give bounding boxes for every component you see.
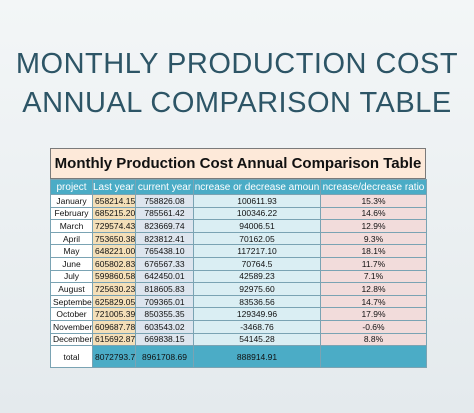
table-cell: 753650.38 xyxy=(92,231,136,246)
table-row: December 615692.87 669838.15 54145.28 8.8% xyxy=(50,332,427,347)
table-row: June 605802.83 676567.33 70764.5 11.7% xyxy=(50,256,427,271)
table-cell: 14.6% xyxy=(320,206,427,221)
table-cell: 823812.41 xyxy=(135,231,194,246)
table-cell: 850355.35 xyxy=(135,307,194,321)
total-cell: 8961708.69 xyxy=(135,345,194,369)
column-header: ncrease/decrease ratio xyxy=(320,179,427,195)
table-cell: 658214.15 xyxy=(92,194,136,208)
table-cell: 92975.60 xyxy=(193,282,321,296)
table-cell: 9.3% xyxy=(320,231,427,246)
table-cell: 615692.87 xyxy=(92,332,136,347)
table-cell: 648221.00 xyxy=(92,244,136,258)
table-cell: 15.3% xyxy=(320,194,427,208)
table-row: project Last year current year ncrease or d… xyxy=(50,179,427,195)
table-title: Monthly Production Cost Annual Compariso… xyxy=(50,148,426,179)
table-cell: March xyxy=(50,219,93,233)
table-cell: 721005.39 xyxy=(92,307,136,321)
table-cell: 117217.10 xyxy=(193,244,321,258)
column-header: current year xyxy=(135,179,194,195)
total-cell: total xyxy=(50,345,93,369)
table-cell: 758826.08 xyxy=(135,194,194,208)
column-header: Last year xyxy=(92,179,136,195)
table-cell: September xyxy=(50,294,93,309)
table-cell: 823669.74 xyxy=(135,219,194,233)
table-cell: 83536.56 xyxy=(193,294,321,309)
table-cell: 685215.20 xyxy=(92,206,136,221)
table-cell: 725630.23 xyxy=(92,282,136,296)
spreadsheet: Monthly Production Cost Annual Compariso… xyxy=(50,148,427,369)
table-row: July 599860.58 642450.01 42589.23 7.1% xyxy=(50,269,427,284)
table-cell: 100346.22 xyxy=(193,206,321,221)
table-cell: 8.8% xyxy=(320,332,427,347)
table-cell: 609687.78 xyxy=(92,319,136,334)
column-header: ncrease or decrease amoun xyxy=(193,179,321,195)
total-cell: 8072793.78 xyxy=(92,345,136,369)
table-cell: 599860.58 xyxy=(92,269,136,284)
table-cell: December xyxy=(50,332,93,347)
table-cell: January xyxy=(50,194,93,208)
table-cell: 605802.83 xyxy=(92,256,136,271)
table-cell: 54145.28 xyxy=(193,332,321,347)
table-cell: 625829.05 xyxy=(92,294,136,309)
table-cell: November xyxy=(50,319,93,334)
table-cell: April xyxy=(50,231,93,246)
table-row: February 685215.20 785561.42 100346.22 14.6% xyxy=(50,206,427,221)
table-cell: 11.7% xyxy=(320,256,427,271)
table-row: January 658214.15 758826.08 100611.93 15.3% xyxy=(50,194,427,208)
table-row: August 725630.23 818605.83 92975.60 12.8% xyxy=(50,282,427,296)
table-cell: 642450.01 xyxy=(135,269,194,284)
table-cell: 100611.93 xyxy=(193,194,321,208)
table-cell: 729574.43 xyxy=(92,219,136,233)
table-row: September 625829.05 709365.01 83536.56 14.7% xyxy=(50,294,427,309)
table-cell: 603543.02 xyxy=(135,319,194,334)
table-cell: 129349.96 xyxy=(193,307,321,321)
table-cell: 12.9% xyxy=(320,219,427,233)
table-row: March 729574.43 823669.74 94006.51 12.9% xyxy=(50,219,427,233)
page-title-line: MONTHLY PRODUCTION COST xyxy=(15,48,459,80)
table-cell: 676567.33 xyxy=(135,256,194,271)
table-cell: October xyxy=(50,307,93,321)
table-cell: May xyxy=(50,244,93,258)
table-cell: 17.9% xyxy=(320,307,427,321)
table-cell: 14.7% xyxy=(320,294,427,309)
table: project Last year current year ncrease or d… xyxy=(50,179,427,369)
table-cell: 12.8% xyxy=(320,282,427,296)
column-header: project xyxy=(50,179,93,195)
total-cell xyxy=(320,345,427,369)
table-cell: 18.1% xyxy=(320,244,427,258)
table-cell: 70162.05 xyxy=(193,231,321,246)
table-row: April 753650.38 823812.41 70162.05 9.3% xyxy=(50,231,427,246)
table-cell: -0.6% xyxy=(320,319,427,334)
table-cell: 709365.01 xyxy=(135,294,194,309)
table-body: project Last year current year ncrease or d… xyxy=(50,179,427,369)
table-cell: 7.1% xyxy=(320,269,427,284)
total-cell: 888914.91 xyxy=(193,345,321,369)
table-cell: February xyxy=(50,206,93,221)
table-cell: 42589.23 xyxy=(193,269,321,284)
table-row: October 721005.39 850355.35 129349.96 17.9% xyxy=(50,307,427,321)
table-row: November 609687.78 603543.02 -3468.76 -0.6% xyxy=(50,319,427,334)
table-cell: 765438.10 xyxy=(135,244,194,258)
table-row: May 648221.00 765438.10 117217.10 18.1% xyxy=(50,244,427,258)
table-cell: 785561.42 xyxy=(135,206,194,221)
table-cell: 818605.83 xyxy=(135,282,194,296)
table-cell: 70764.5 xyxy=(193,256,321,271)
table-cell: July xyxy=(50,269,93,284)
table-cell: -3468.76 xyxy=(193,319,321,334)
page-title-line: ANNUAL COMPARISON TABLE xyxy=(22,87,452,119)
table-row: total 8072793.78 8961708.69 888914.91 xyxy=(50,345,427,369)
table-cell: August xyxy=(50,282,93,296)
table-cell: 94006.51 xyxy=(193,219,321,233)
table-cell: 669838.15 xyxy=(135,332,194,347)
table-cell: June xyxy=(50,256,93,271)
